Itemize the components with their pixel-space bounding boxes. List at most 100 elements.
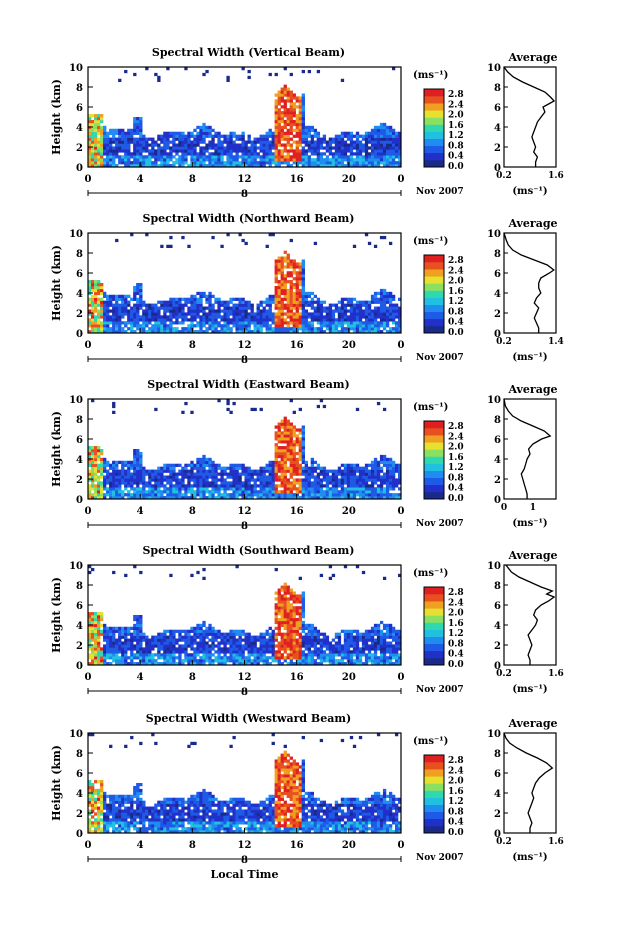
heatmap-cell [328,303,333,307]
heatmap-cell [106,306,110,310]
heatmap-cell [91,644,95,648]
heatmap-cell [145,164,149,168]
heatmap-cell [133,463,137,467]
heatmap-cell [262,164,266,168]
heatmap-cell [376,140,381,144]
colorbar-frame [423,420,445,500]
heatmap-cell [295,451,299,456]
heatmap-cell [280,478,284,482]
heatmap-cell [166,324,170,328]
heatmap-cell [292,650,296,654]
heatmap-cell [250,469,254,473]
heatmap-cell [283,612,287,616]
heatmap-cell [241,146,245,150]
heatmap-cell [145,647,149,651]
heatmap-cell [283,122,287,127]
heatmap-cell [97,300,101,304]
heatmap-cell [142,653,146,657]
heatmap-cell [136,457,140,462]
heatmap-cell [121,303,125,307]
heatmap-cell [238,143,242,147]
heatmap-cell [268,327,272,331]
heatmap-cell [184,297,188,301]
heatmap-cell [295,277,299,281]
heatmap-cell [130,134,134,138]
heatmap-cell [370,463,375,467]
heatmap-cell [133,330,137,334]
heatmap-cell [151,638,155,642]
heatmap-cell [256,318,260,322]
heatmap-cell [343,478,348,482]
heatmap-cell [259,496,263,500]
heatmap-cell [364,306,369,310]
heatmap-cell [124,650,128,654]
heatmap-cell [169,324,173,328]
heatmap-cell [277,594,281,598]
heatmap-cell [160,656,164,660]
heatmap-cell [286,96,290,100]
heatmap-cell [301,140,305,144]
heatmap-cell [289,137,293,141]
heatmap-cell [115,297,119,301]
heatmap-cell [289,321,293,325]
heatmap-cell [208,303,212,307]
heatmap-cell [100,484,104,488]
heatmap-cell [127,638,131,642]
heatmap-cell [235,629,239,633]
heatmap-cell [319,484,324,488]
heatmap-cell [220,478,224,482]
heatmap-cell [175,143,179,147]
heatmap-cell [139,315,143,319]
heatmap-cell [220,466,224,470]
heatmap-cell [142,635,146,639]
heatmap-cell [370,460,375,464]
heatmap-cell [109,629,113,633]
heatmap-cell [115,653,119,657]
heatmap-cell [274,650,278,654]
heatmap-cell [382,291,387,296]
heatmap-cell [280,451,284,456]
heatmap-cell [313,128,318,132]
heatmap-cell [289,588,293,592]
heatmap-cell [274,656,278,660]
heatmap-cell [262,481,266,485]
heatmap-cell [196,155,200,159]
heatmap-cell [199,297,203,301]
heatmap-cell [241,466,245,470]
heatmap-cell [148,321,152,325]
heatmap-cell [319,321,324,325]
heatmap-cell [274,277,278,281]
heatmap-cell [253,407,257,412]
heatmap-cell [127,496,131,500]
heatmap-cell [202,324,206,328]
heatmap-cell [253,659,257,663]
heatmap-cell [391,152,396,156]
heatmap-cell [277,318,281,322]
heatmap-cell [364,321,369,325]
heatmap-cell [274,463,278,467]
heatmap-cell [133,490,137,494]
heatmap-cell [277,662,281,666]
heatmap-cell [298,428,302,432]
heatmap-cell [241,297,245,301]
heatmap-cell [277,96,281,100]
heatmap-cell [109,493,113,497]
heatmap-cell [217,659,221,663]
heatmap-cell [232,149,236,153]
heatmap-cell [286,493,290,497]
heatmap-cell [277,324,281,328]
heatmap-cell [301,300,305,304]
heatmap-cell [190,309,194,313]
heatmap-cell [370,496,375,500]
heatmap-cell [262,656,266,660]
heatmap-cell [241,306,245,310]
heatmap-cell [349,312,354,316]
heatmap-cell [286,644,290,648]
heatmap-cell [373,137,378,141]
heatmap-cell [118,484,122,488]
heatmap-cell [136,152,140,156]
heatmap-cell [262,662,266,666]
heatmap-cell [280,481,284,485]
heatmap-cell [163,300,167,304]
heatmap-cell [244,484,248,488]
